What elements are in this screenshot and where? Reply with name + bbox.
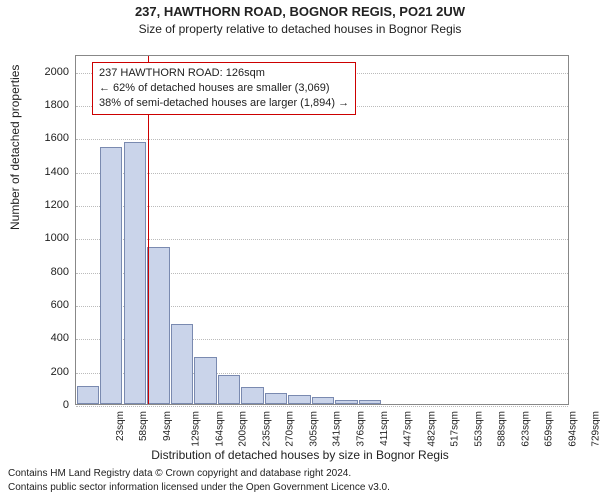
bar (312, 397, 334, 404)
x-tick-label: 235sqm (261, 411, 272, 447)
y-tick-label: 1800 (0, 99, 69, 111)
bar (288, 395, 310, 404)
bar (100, 147, 122, 404)
x-tick-label: 305sqm (309, 411, 320, 447)
bar (265, 393, 287, 404)
page-title: 237, HAWTHORN ROAD, BOGNOR REGIS, PO21 2… (0, 4, 600, 19)
x-tick-label: 376sqm (356, 411, 367, 447)
x-tick-label: 659sqm (544, 411, 555, 447)
y-tick-label: 1600 (0, 132, 69, 144)
x-tick-label: 270sqm (285, 411, 296, 447)
chart-container: { "title":"237, HAWTHORN ROAD, BOGNOR RE… (0, 0, 600, 500)
annotation-box: 237 HAWTHORN ROAD: 126sqm ← 62% of detac… (92, 62, 356, 115)
y-tick-label: 1000 (0, 232, 69, 244)
bar (124, 142, 146, 404)
x-tick-label: 94sqm (162, 411, 173, 441)
x-tick-label: 447sqm (403, 411, 414, 447)
x-tick-label: 58sqm (138, 411, 149, 441)
bar (359, 400, 381, 404)
bar (218, 375, 240, 404)
x-tick-label: 411sqm (378, 411, 389, 446)
y-tick-label: 2000 (0, 66, 69, 78)
bar (147, 247, 169, 404)
bar (194, 357, 216, 404)
page-subtitle: Size of property relative to detached ho… (0, 22, 600, 36)
y-tick-label: 400 (0, 332, 69, 344)
x-tick-label: 341sqm (332, 411, 343, 447)
y-tick-label: 800 (0, 266, 69, 278)
annotation-line: 237 HAWTHORN ROAD: 126sqm (99, 66, 349, 81)
bar (335, 400, 357, 404)
y-tick-label: 0 (0, 399, 69, 411)
y-tick-label: 200 (0, 366, 69, 378)
x-tick-label: 553sqm (473, 411, 484, 447)
bar (171, 324, 193, 404)
x-tick-label: 482sqm (426, 411, 437, 447)
x-tick-label: 588sqm (497, 411, 508, 447)
x-tick-label: 200sqm (238, 411, 249, 447)
x-tick-label: 623sqm (520, 411, 531, 447)
bar (241, 387, 263, 404)
x-tick-label: 517sqm (450, 411, 461, 447)
footer-line: Contains HM Land Registry data © Crown c… (8, 468, 592, 479)
y-tick-label: 1400 (0, 166, 69, 178)
x-tick-label: 129sqm (191, 411, 202, 447)
x-axis-label: Distribution of detached houses by size … (0, 448, 600, 462)
y-tick-label: 600 (0, 299, 69, 311)
bar (77, 386, 99, 404)
x-tick-label: 729sqm (591, 411, 600, 447)
y-tick-label: 1200 (0, 199, 69, 211)
annotation-line: 38% of semi-detached houses are larger (… (99, 96, 349, 111)
footer-line: Contains public sector information licen… (8, 482, 592, 493)
x-tick-label: 694sqm (567, 411, 578, 447)
annotation-line: ← 62% of detached houses are smaller (3,… (99, 81, 349, 96)
x-tick-label: 23sqm (115, 411, 126, 441)
x-tick-label: 164sqm (214, 411, 225, 447)
